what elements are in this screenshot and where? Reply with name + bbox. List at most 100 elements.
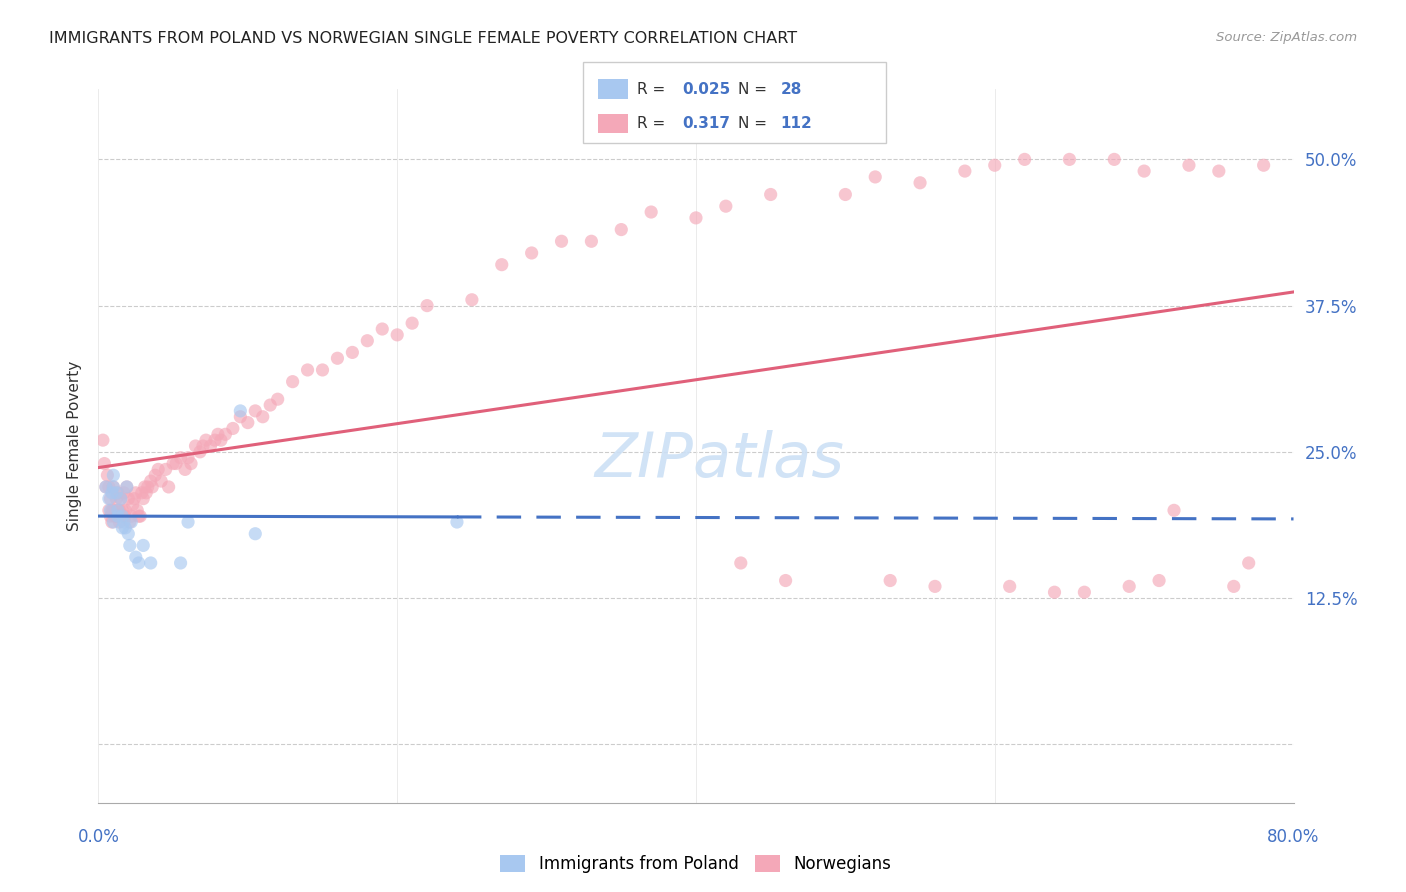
Point	[1147, 574, 1170, 588]
Text: 0.025: 0.025	[682, 81, 730, 96]
Point	[110, 491, 132, 506]
Point	[1043, 585, 1066, 599]
Point	[245, 526, 267, 541]
Point	[101, 503, 124, 517]
Point	[191, 439, 214, 453]
Point	[685, 211, 707, 225]
Point	[93, 457, 115, 471]
Point	[520, 246, 543, 260]
Point	[94, 480, 117, 494]
Point	[491, 258, 513, 272]
Text: 0.0%: 0.0%	[77, 828, 120, 846]
Point	[834, 187, 856, 202]
Point	[121, 498, 143, 512]
Point	[97, 480, 120, 494]
Point	[908, 176, 931, 190]
Point	[132, 491, 155, 506]
Y-axis label: Single Female Poverty: Single Female Poverty	[67, 361, 83, 531]
Point	[103, 503, 125, 517]
Point	[120, 509, 142, 524]
Point	[1223, 579, 1246, 593]
Point	[188, 445, 211, 459]
Point	[118, 538, 141, 552]
Point	[127, 503, 149, 517]
Point	[97, 491, 120, 506]
Point	[101, 485, 124, 500]
Point	[297, 363, 319, 377]
Text: 0.317: 0.317	[682, 116, 730, 131]
Text: N =: N =	[738, 81, 772, 96]
Point	[114, 521, 136, 535]
Point	[107, 503, 129, 517]
Point	[1014, 153, 1036, 167]
Point	[110, 491, 132, 506]
Point	[91, 433, 114, 447]
Point	[1133, 164, 1156, 178]
Point	[461, 293, 484, 307]
Point	[118, 515, 141, 529]
Point	[1059, 153, 1081, 167]
Point	[107, 485, 129, 500]
Point	[98, 503, 122, 517]
Point	[610, 222, 633, 236]
Point	[865, 169, 887, 184]
Point	[998, 579, 1021, 593]
Point	[281, 375, 304, 389]
Point	[1118, 579, 1140, 593]
Point	[177, 515, 200, 529]
Point	[120, 515, 142, 529]
Point	[177, 450, 200, 465]
Point	[150, 474, 173, 488]
Text: N =: N =	[738, 116, 772, 131]
Point	[108, 503, 131, 517]
Point	[214, 427, 236, 442]
Point	[125, 550, 148, 565]
Point	[222, 421, 245, 435]
Point	[401, 316, 423, 330]
Point	[107, 509, 129, 524]
Point	[131, 485, 153, 500]
Point	[879, 574, 901, 588]
Point	[98, 491, 122, 506]
Point	[1253, 158, 1275, 172]
Text: ZIPatlas: ZIPatlas	[595, 430, 845, 491]
Point	[128, 556, 150, 570]
Point	[117, 491, 139, 506]
Point	[252, 409, 274, 424]
Point	[200, 439, 222, 453]
Point	[96, 468, 118, 483]
Point	[1237, 556, 1260, 570]
Point	[115, 480, 138, 494]
Text: 28: 28	[780, 81, 801, 96]
Point	[169, 556, 191, 570]
Point	[114, 503, 136, 517]
Point	[98, 509, 122, 524]
Text: 80.0%: 80.0%	[1267, 828, 1320, 846]
Point	[385, 327, 409, 342]
Point	[129, 509, 152, 524]
Text: 112: 112	[780, 116, 813, 131]
Point	[103, 515, 125, 529]
Point	[141, 480, 163, 494]
Point	[207, 427, 229, 442]
Text: Source: ZipAtlas.com: Source: ZipAtlas.com	[1216, 31, 1357, 45]
Point	[1208, 164, 1230, 178]
Point	[139, 474, 162, 488]
Point	[136, 480, 159, 494]
Point	[111, 503, 134, 517]
Point	[245, 404, 267, 418]
Point	[101, 515, 124, 529]
Point	[139, 556, 162, 570]
Point	[311, 363, 333, 377]
Point	[115, 480, 138, 494]
Point	[105, 485, 128, 500]
Point	[259, 398, 281, 412]
Point	[1104, 153, 1126, 167]
Point	[111, 521, 134, 535]
Point	[105, 491, 128, 506]
Point	[155, 462, 177, 476]
Point	[117, 526, 139, 541]
Point	[184, 439, 207, 453]
Point	[105, 509, 128, 524]
Point	[94, 480, 117, 494]
